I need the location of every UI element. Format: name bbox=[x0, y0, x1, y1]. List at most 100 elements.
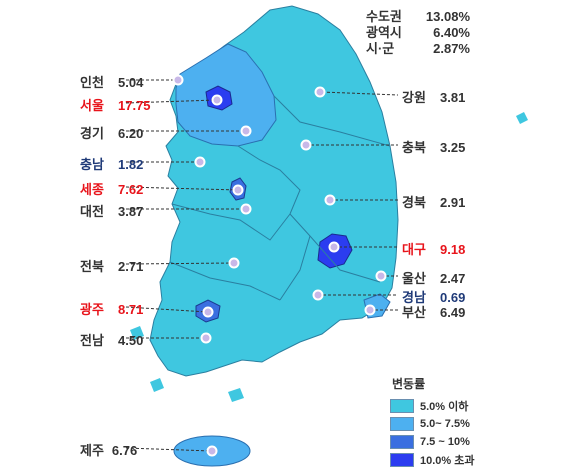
legend-swatch bbox=[390, 399, 414, 413]
marker-sejong bbox=[232, 184, 244, 196]
island-shape bbox=[130, 326, 144, 340]
legend-label: 5.0% 이하 bbox=[420, 401, 469, 413]
region-value: 2.91 bbox=[440, 195, 466, 210]
region-value: 6.49 bbox=[440, 305, 466, 320]
leader-lines bbox=[125, 79, 399, 452]
label-busan: 부산 6.49 bbox=[402, 302, 465, 321]
label-gangwon: 강원 3.81 bbox=[402, 87, 465, 106]
region-name: 경북 bbox=[402, 195, 426, 210]
marker-chungnam bbox=[194, 156, 206, 168]
label-sejong: 세종 7.62 bbox=[80, 179, 143, 198]
region-value: 6.76 bbox=[111, 443, 138, 458]
summary-label: 광역시 bbox=[366, 25, 402, 40]
region-name: 충북 bbox=[402, 140, 426, 155]
region-name: 경남 bbox=[402, 290, 426, 305]
legend-item: 10.0% 초과 bbox=[390, 452, 475, 468]
marker-incheon bbox=[172, 74, 184, 86]
region-name: 부산 bbox=[402, 305, 426, 320]
label-jeonbuk: 전북 2.71 bbox=[80, 256, 143, 275]
region-markers bbox=[172, 74, 387, 457]
legend-label: 5.0~ 7.5% bbox=[420, 418, 470, 430]
region-value: 5.04 bbox=[118, 75, 144, 90]
label-chungbuk: 충북 3.25 bbox=[402, 137, 465, 156]
label-daejeon: 대전 3.87 bbox=[80, 201, 143, 220]
legend-swatch bbox=[390, 435, 414, 449]
summary-value: 13.08% bbox=[425, 9, 470, 24]
region-name: 제주 bbox=[80, 443, 104, 458]
label-incheon: 인천 5.04 bbox=[80, 72, 143, 91]
region-value: 0.69 bbox=[440, 290, 466, 305]
region-value: 17.75 bbox=[118, 98, 151, 113]
region-value: 2.71 bbox=[118, 259, 144, 274]
island-shape bbox=[150, 378, 164, 392]
legend-item: 5.0~ 7.5% bbox=[390, 416, 475, 432]
legend-item: 5.0% 이하 bbox=[390, 398, 475, 414]
legend-swatch bbox=[390, 453, 414, 467]
label-gyeongnam: 경남 0.69 bbox=[402, 287, 465, 306]
region-name: 세종 bbox=[80, 182, 104, 197]
region-name: 서울 bbox=[80, 98, 104, 113]
region-name: 강원 bbox=[402, 90, 426, 105]
legend-item: 7.5 ~ 10% bbox=[390, 434, 475, 450]
region-value: 6.20 bbox=[118, 126, 144, 141]
summary-value: 6.40% bbox=[433, 25, 470, 40]
region-name: 인천 bbox=[80, 75, 104, 90]
summary-row: 광역시 6.40% bbox=[366, 25, 470, 41]
region-name: 전남 bbox=[80, 333, 104, 348]
marker-daegu bbox=[328, 241, 340, 253]
region-name: 울산 bbox=[402, 271, 426, 286]
marker-chungbuk bbox=[300, 139, 312, 151]
region-name: 대전 bbox=[80, 204, 104, 219]
summary-row: 수도권 13.08% bbox=[366, 9, 470, 25]
marker-gangwon bbox=[314, 86, 326, 98]
province-borders bbox=[169, 95, 391, 301]
region-value: 4.50 bbox=[118, 333, 144, 348]
label-seoul: 서울 17.75 bbox=[80, 95, 151, 114]
marker-ulsan bbox=[375, 270, 387, 282]
marker-daejeon bbox=[240, 203, 252, 215]
region-value: 2.47 bbox=[440, 271, 466, 286]
marker-gyeongnam bbox=[312, 289, 324, 301]
region-value: 9.18 bbox=[440, 242, 466, 257]
legend-label: 10.0% 초과 bbox=[420, 455, 475, 467]
region-name: 광주 bbox=[80, 302, 104, 317]
label-ulsan: 울산 2.47 bbox=[402, 268, 465, 287]
marker-seoul bbox=[211, 94, 223, 106]
marker-gwangju bbox=[202, 306, 214, 318]
summary-label: 수도권 bbox=[366, 9, 402, 24]
summary-row: 시·군 2.87% bbox=[366, 41, 470, 57]
label-jeju: 제주 6.76 bbox=[80, 440, 137, 459]
marker-busan bbox=[364, 304, 376, 316]
legend-title: 변동률 bbox=[392, 377, 426, 391]
marker-jeonnam bbox=[200, 332, 212, 344]
mainland-shape bbox=[149, 5, 399, 377]
region-value: 3.25 bbox=[440, 140, 466, 155]
label-gyeongbuk: 경북 2.91 bbox=[402, 192, 465, 211]
label-daegu: 대구 9.18 bbox=[402, 239, 465, 258]
marker-jeonbuk bbox=[228, 257, 240, 269]
marker-gyeongbuk bbox=[324, 194, 336, 206]
region-name: 충남 bbox=[80, 157, 104, 172]
ulleung-shape bbox=[516, 112, 528, 124]
summary-value: 2.87% bbox=[433, 41, 470, 56]
marker-gyeonggi bbox=[240, 125, 252, 137]
region-value: 7.62 bbox=[118, 182, 144, 197]
summary-box: 수도권 13.08% 광역시 6.40% 시·군 2.87% bbox=[366, 9, 470, 57]
legend-label: 7.5 ~ 10% bbox=[420, 436, 470, 448]
region-name: 대구 bbox=[402, 242, 426, 257]
region-value: 3.81 bbox=[440, 90, 466, 105]
marker-jeju bbox=[206, 445, 218, 457]
region-name: 전북 bbox=[80, 259, 104, 274]
island-shape bbox=[228, 388, 244, 402]
region-value: 3.87 bbox=[118, 204, 144, 219]
label-chungnam: 충남 1.82 bbox=[80, 154, 143, 173]
region-name: 경기 bbox=[80, 126, 104, 141]
label-gwangju: 광주 8.71 bbox=[80, 299, 143, 318]
region-value: 1.82 bbox=[118, 157, 144, 172]
summary-label: 시·군 bbox=[366, 41, 395, 56]
legend: 변동률 5.0% 이하 5.0~ 7.5% 7.5 ~ 10% 10.0% 초과 bbox=[390, 375, 475, 470]
legend-swatch bbox=[390, 417, 414, 431]
label-gyeonggi: 경기 6.20 bbox=[80, 123, 143, 142]
region-value: 8.71 bbox=[118, 302, 144, 317]
